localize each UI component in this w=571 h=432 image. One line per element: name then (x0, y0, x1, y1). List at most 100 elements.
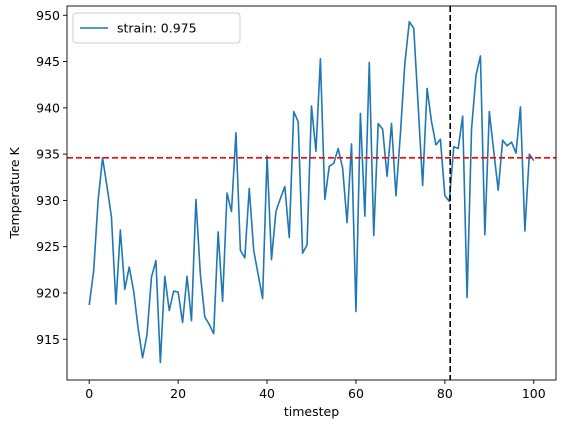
data-point (409, 21, 411, 23)
data-point (391, 123, 393, 125)
data-point (115, 303, 117, 305)
x-axis-ticks: 0 20 40 60 80 100 (85, 380, 546, 401)
data-point (324, 199, 326, 201)
data-point (253, 250, 255, 252)
data-point (400, 133, 402, 135)
data-point (355, 311, 357, 313)
data-point (364, 215, 366, 217)
data-point (124, 288, 126, 290)
data-point (217, 231, 219, 233)
data-point (315, 151, 317, 153)
data-point (88, 304, 90, 306)
data-point (120, 229, 122, 231)
plot-frame (66, 5, 557, 381)
data-point (351, 143, 353, 145)
data-point (271, 259, 273, 261)
data-point (404, 63, 406, 65)
data-point (266, 155, 268, 157)
data-point (342, 167, 344, 169)
data-point (466, 297, 468, 299)
data-point (422, 185, 424, 187)
data-point (377, 123, 379, 125)
data-point (93, 270, 95, 272)
data-point (257, 274, 259, 276)
data-point (320, 58, 322, 60)
x-tick-label: 0 (85, 386, 93, 401)
data-point (520, 106, 522, 108)
x-tick-label: 20 (170, 386, 186, 401)
y-tick-label: 920 (36, 285, 60, 300)
y-tick-label: 930 (36, 193, 60, 208)
data-point (200, 274, 202, 276)
data-point (440, 139, 442, 141)
data-point (293, 111, 295, 113)
data-point (457, 148, 459, 150)
data-point (506, 145, 508, 147)
data-point (164, 276, 166, 278)
data-point (262, 298, 264, 300)
data-point (306, 244, 308, 246)
data-point (275, 211, 277, 213)
data-point (453, 146, 455, 148)
data-point (244, 257, 246, 259)
data-point (346, 222, 348, 224)
data-point (484, 234, 486, 236)
x-axis-label: timestep (284, 404, 339, 419)
data-point (328, 165, 330, 167)
data-point (489, 111, 491, 113)
data-point (208, 324, 210, 326)
data-point (297, 121, 299, 123)
data-point (195, 199, 197, 201)
data-point (226, 192, 228, 194)
data-point (168, 310, 170, 312)
data-point (235, 132, 237, 134)
data-point (155, 260, 157, 262)
y-tick-label: 940 (36, 100, 60, 115)
data-point (417, 105, 419, 107)
data-point (515, 152, 517, 154)
data-point (368, 62, 370, 64)
data-point (182, 322, 184, 324)
data-point (435, 144, 437, 146)
data-point (191, 320, 193, 322)
y-tick-label: 945 (36, 54, 60, 69)
data-point (333, 163, 335, 165)
data-point (529, 153, 531, 155)
data-point (173, 290, 175, 292)
data-point (128, 266, 130, 268)
data-point (222, 301, 224, 303)
series-line-0 (88, 20, 535, 364)
y-axis-label: Temperature K (7, 147, 22, 240)
y-axis-ticks: 915 920 925 930 935 940 945 950 (36, 8, 67, 347)
x-tick-label: 60 (348, 386, 364, 401)
data-point (511, 141, 513, 143)
data-point (502, 139, 504, 141)
data-point (360, 113, 362, 115)
data-point (413, 27, 415, 29)
data-point (524, 230, 526, 232)
data-point (106, 186, 108, 188)
plot-content (88, 20, 535, 364)
data-point (142, 357, 144, 359)
data-point (111, 216, 113, 218)
legend-box (72, 12, 241, 44)
x-tick-label: 80 (437, 386, 453, 401)
y-tick-label: 950 (36, 8, 60, 23)
data-point (248, 188, 250, 190)
data-point (288, 237, 290, 239)
y-tick-label: 925 (36, 239, 60, 254)
data-point (475, 75, 477, 77)
reference-lines (67, 6, 556, 380)
data-point (386, 176, 388, 178)
data-point (160, 362, 162, 364)
data-point (151, 276, 153, 278)
data-point (462, 115, 464, 117)
data-point (444, 195, 446, 197)
data-point (133, 290, 135, 292)
x-tick-label: 40 (259, 386, 275, 401)
y-tick-label: 935 (36, 147, 60, 162)
data-point (480, 55, 482, 57)
data-point (373, 235, 375, 237)
data-point (311, 105, 313, 107)
data-point (302, 252, 304, 254)
